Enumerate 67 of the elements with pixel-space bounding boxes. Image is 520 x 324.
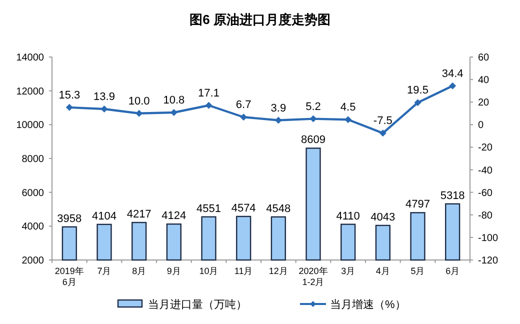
x-tick-label: 5月	[410, 266, 425, 276]
data-label: 4797	[406, 198, 430, 211]
y2-tick-label: 60	[478, 52, 490, 64]
data-label: 19.5	[407, 84, 428, 97]
x-tick-label: 10月	[199, 266, 218, 276]
y-tick-label: 6000	[22, 188, 44, 199]
data-label: 4043	[370, 211, 396, 224]
point	[136, 110, 143, 117]
y2-tick-label: -80	[478, 210, 493, 222]
x-tick-label: 2020年 1-2月	[298, 266, 328, 287]
x-tick-label: 7月	[97, 266, 112, 276]
data-label: 4104	[92, 210, 116, 222]
x-tick-label: 3月	[341, 266, 356, 276]
y-tick-label: 2000	[22, 256, 44, 266]
y2-tick-label: 20	[478, 98, 490, 109]
x-tick-label: 2019年 6月	[54, 266, 84, 287]
data-label: 34.4	[442, 68, 464, 80]
x-tick-label: 4月	[376, 266, 390, 276]
x-tick-label: 9月	[166, 266, 181, 276]
data-label: 4574	[231, 202, 256, 214]
point	[66, 104, 73, 111]
chart-title: 图6 原油进口月度走势图	[190, 12, 330, 27]
y-tick-label: 8000	[22, 154, 44, 165]
point	[344, 116, 352, 124]
data-label: 5.2	[306, 100, 321, 113]
y-tick-label: 14000	[16, 52, 44, 64]
point	[100, 105, 108, 112]
data-label: 4124	[162, 210, 186, 222]
legend-label: 当月增速（%）	[330, 298, 406, 311]
data-label: 4110	[336, 210, 360, 222]
y-tick-label: 4000	[22, 222, 44, 233]
y2-tick-label: -60	[478, 188, 493, 199]
point	[449, 82, 456, 90]
data-label: 17.1	[198, 87, 220, 100]
data-label: 13.9	[94, 90, 115, 103]
point	[414, 99, 422, 106]
y2-tick-label: -20	[478, 142, 493, 154]
data-label: 4548	[266, 202, 291, 215]
x-tick-label: 8月	[132, 266, 146, 276]
data-label: 10.8	[163, 94, 185, 106]
data-label: 4.5	[340, 102, 356, 114]
y2-tick-label: -120	[478, 256, 498, 266]
data-label: 5318	[440, 190, 465, 202]
y2-tick-label: -40	[478, 165, 493, 176]
data-label: 4551	[196, 202, 221, 215]
data-label: 6.7	[236, 99, 252, 112]
data-label: 8609	[301, 134, 326, 146]
data-label: 3.9	[270, 102, 286, 114]
data-label: 15.3	[58, 89, 80, 102]
x-tick-label: 6月	[446, 266, 460, 276]
y-tick-label: 12000	[16, 86, 44, 98]
y2-tick-label: 40	[478, 75, 490, 86]
point	[379, 130, 386, 137]
point	[274, 116, 282, 124]
data-label: 10.0	[128, 95, 150, 108]
y2-tick-label: -100	[478, 232, 498, 244]
data-label: 3958	[57, 212, 82, 225]
y-tick-label: 10000	[16, 120, 44, 132]
data-label: 4217	[126, 208, 152, 220]
x-tick-label: 11月	[234, 266, 253, 276]
legend-label: 当月进口量（万吨）	[148, 298, 247, 311]
x-tick-label: 12月	[268, 266, 288, 276]
y2-tick-label: 0	[478, 120, 484, 132]
point	[205, 102, 212, 109]
data-label: -7.5	[373, 115, 392, 128]
point	[310, 115, 317, 122]
point	[240, 114, 248, 121]
